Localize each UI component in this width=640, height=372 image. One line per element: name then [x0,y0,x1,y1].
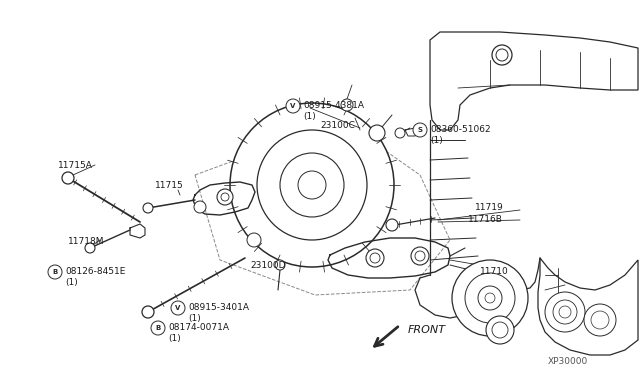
Circle shape [545,292,585,332]
Circle shape [171,301,185,315]
Text: (1): (1) [430,135,443,144]
Circle shape [478,286,502,310]
Circle shape [247,233,261,247]
Circle shape [591,311,609,329]
Circle shape [485,293,495,303]
Text: 11716B: 11716B [468,215,503,224]
Text: 23100D: 23100D [250,260,285,269]
Text: 11710: 11710 [480,267,509,276]
Text: (1): (1) [303,112,316,121]
Circle shape [221,193,229,201]
Text: 08126-8451E: 08126-8451E [65,267,125,276]
Text: 11715A: 11715A [58,160,93,170]
Text: B: B [52,269,58,275]
Circle shape [275,260,285,270]
Text: 08174-0071A: 08174-0071A [168,324,229,333]
Circle shape [142,306,154,318]
Text: 11719: 11719 [475,203,504,212]
Circle shape [370,253,380,263]
Text: 08915-3401A: 08915-3401A [188,304,249,312]
Circle shape [452,260,528,336]
Text: S: S [417,127,422,133]
Circle shape [496,49,508,61]
Circle shape [395,128,405,138]
Circle shape [553,300,577,324]
Circle shape [492,45,512,65]
Circle shape [286,99,300,113]
Circle shape [48,265,62,279]
Text: 11715: 11715 [155,180,184,189]
Text: V: V [175,305,180,311]
Circle shape [62,172,74,184]
Circle shape [369,125,385,141]
Circle shape [413,123,427,137]
Circle shape [151,321,165,335]
Text: XP30000: XP30000 [548,357,588,366]
Circle shape [341,99,353,111]
Circle shape [386,219,398,231]
Circle shape [492,322,508,338]
Circle shape [366,249,384,267]
Text: 08915-4381A: 08915-4381A [303,102,364,110]
Text: 23100C: 23100C [320,122,355,131]
Circle shape [280,153,344,217]
Circle shape [559,306,571,318]
Text: 08360-51062: 08360-51062 [430,125,491,135]
Circle shape [486,316,514,344]
Text: (1): (1) [65,278,77,286]
Text: V: V [291,103,296,109]
Circle shape [217,189,233,205]
Circle shape [230,103,394,267]
Text: (1): (1) [188,314,201,323]
Circle shape [257,130,367,240]
Circle shape [411,247,429,265]
Text: B: B [156,325,161,331]
Circle shape [298,171,326,199]
Circle shape [143,203,153,213]
Circle shape [194,201,206,213]
Text: (1): (1) [168,334,180,343]
Circle shape [584,304,616,336]
Text: 11718M: 11718M [68,237,104,247]
Text: FRONT: FRONT [408,325,446,335]
Circle shape [415,251,425,261]
Circle shape [465,273,515,323]
Circle shape [85,243,95,253]
